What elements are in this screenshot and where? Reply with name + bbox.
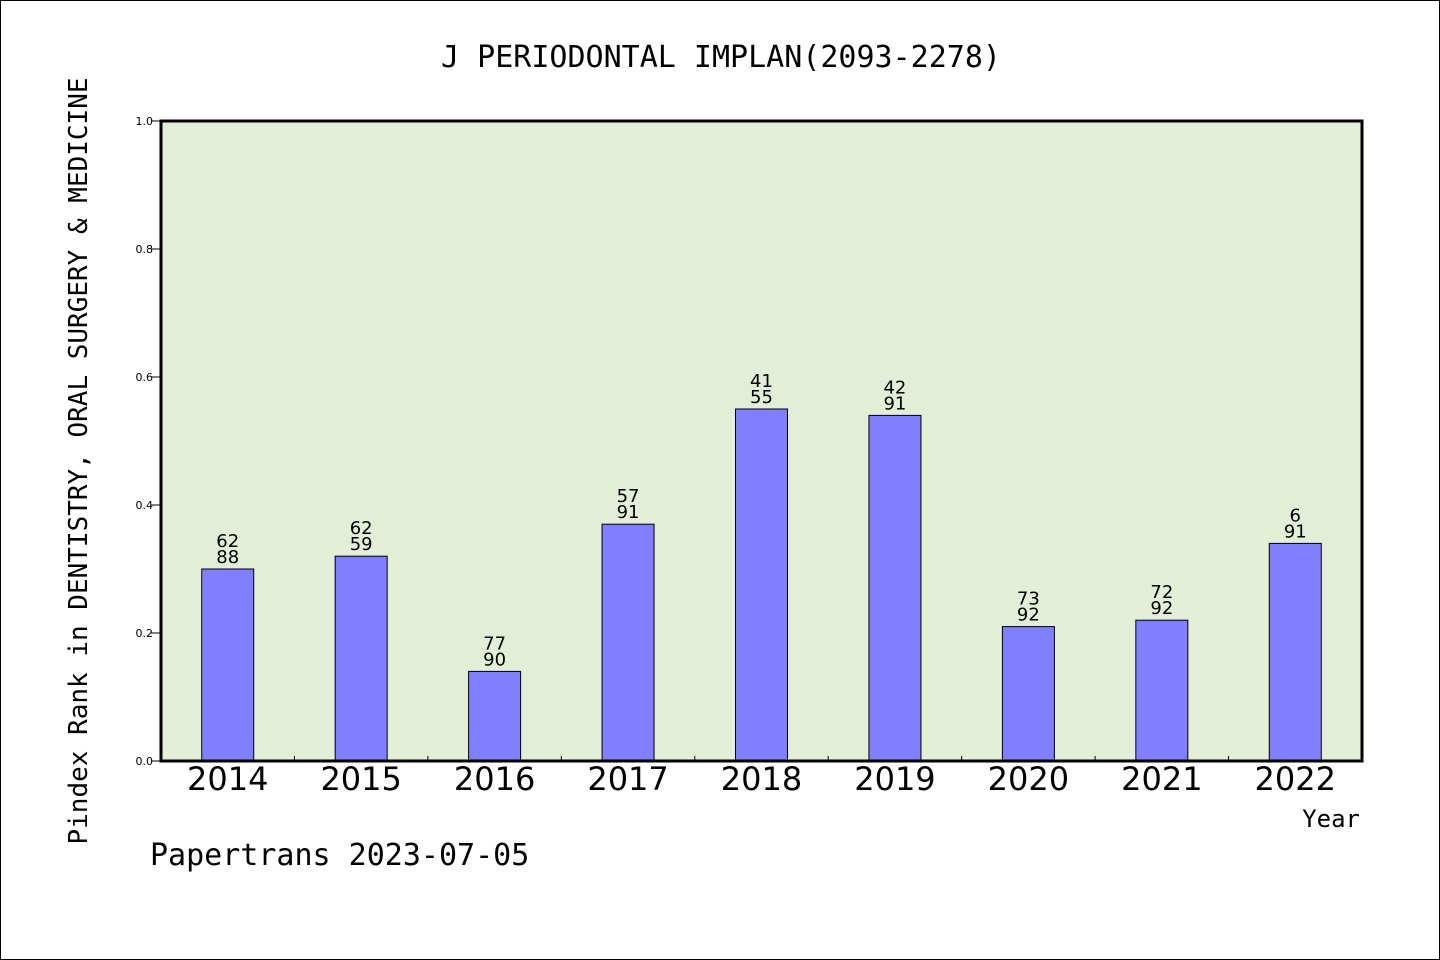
y-tick-label: 0.2 <box>136 627 154 640</box>
x-tick-label: 2022 <box>1255 760 1336 798</box>
x-tick-label: 2021 <box>1121 760 1202 798</box>
y-tick-label: 0.8 <box>136 243 154 256</box>
x-tick-label: 2020 <box>988 760 1069 798</box>
x-axis-ticks: 2014 2015 2016 2017 2018 2019 2020 2021 2022 <box>187 756 1336 798</box>
x-tick-label: 2016 <box>454 760 535 798</box>
y-tick-label: 1.0 <box>136 115 154 128</box>
bar-label-bottom: 91 <box>1284 521 1307 542</box>
bar-label-top: 73 <box>1017 589 1040 610</box>
x-tick-label: 2019 <box>854 760 935 798</box>
bar-label-bottom: 92 <box>1017 605 1040 626</box>
bar-label-top: 57 <box>617 486 640 507</box>
bar-label-top: 42 <box>883 377 906 398</box>
y-tick-label: 0.0 <box>136 755 154 768</box>
bars <box>201 408 1322 762</box>
chart-title: J PERIODONTAL IMPLAN(2093-2278) <box>441 40 1001 75</box>
x-tick-label: 2017 <box>587 760 668 798</box>
bar-label-top: 72 <box>1150 582 1173 603</box>
y-tick-label: 0.4 <box>136 499 154 512</box>
y-axis-label: Pindex Rank in DENTISTRY, ORAL SURGERY &… <box>64 77 94 844</box>
bar-label-top: 6 <box>1290 505 1301 526</box>
bar-2018 <box>735 408 788 762</box>
bar-2014 <box>201 568 255 762</box>
bar-2016 <box>468 670 522 762</box>
bar-label-bottom: 90 <box>483 649 506 670</box>
bar-label-bottom: 91 <box>617 502 640 523</box>
bar-label-bottom: 92 <box>1150 598 1173 619</box>
x-tick-label: 2015 <box>320 760 401 798</box>
bar-label-top: 62 <box>216 531 239 552</box>
bar-label-bottom: 55 <box>750 387 773 408</box>
bar-2022 <box>1268 542 1322 762</box>
bar-2019 <box>868 414 922 762</box>
footer-credit: Papertrans 2023-07-05 <box>150 838 529 873</box>
bar-2021 <box>1135 619 1189 762</box>
x-tick-label: 2018 <box>721 760 802 798</box>
bar-label-bottom: 88 <box>216 547 239 568</box>
bar-label-bottom: 59 <box>350 534 373 555</box>
x-axis-label: Year <box>1302 805 1360 833</box>
bar-label-top: 77 <box>483 633 506 654</box>
bar-label-top: 41 <box>750 371 773 392</box>
y-axis-ticks: 0.0 0.2 0.4 0.6 0.8 1.0 <box>136 115 161 768</box>
plot-border <box>159 119 1364 763</box>
x-tick-label: 2014 <box>187 760 268 798</box>
y-tick-label: 0.6 <box>136 371 154 384</box>
bar-2020 <box>1001 626 1055 762</box>
bar-2017 <box>601 523 655 762</box>
bar-2015 <box>334 555 388 762</box>
bar-label-top: 62 <box>350 518 373 539</box>
bar-label-bottom: 91 <box>883 393 906 414</box>
